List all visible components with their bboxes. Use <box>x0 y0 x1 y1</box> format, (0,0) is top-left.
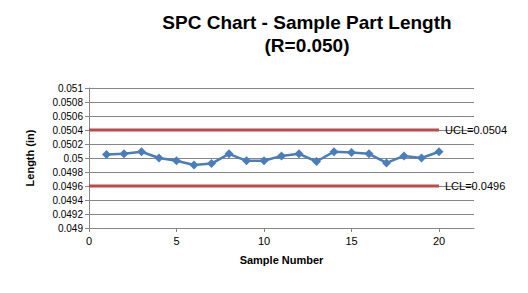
svg-text:0.049: 0.049 <box>58 223 83 234</box>
svg-text:0.0506: 0.0506 <box>52 111 83 122</box>
svg-text:Sample Number: Sample Number <box>240 254 324 266</box>
svg-text:5: 5 <box>173 235 179 247</box>
svg-text:20: 20 <box>433 235 445 247</box>
svg-text:Length (in): Length (in) <box>24 129 36 186</box>
svg-text:0.0508: 0.0508 <box>52 97 83 108</box>
svg-text:LCL=0.0496: LCL=0.0496 <box>445 180 505 192</box>
svg-text:0.0502: 0.0502 <box>52 139 83 150</box>
svg-text:(R=0.050): (R=0.050) <box>264 35 349 56</box>
svg-text:0.05: 0.05 <box>64 153 84 164</box>
svg-text:10: 10 <box>258 235 270 247</box>
svg-text:UCL=0.0504: UCL=0.0504 <box>445 124 507 136</box>
svg-text:0.0494: 0.0494 <box>52 195 83 206</box>
svg-text:15: 15 <box>345 235 357 247</box>
svg-text:0.0492: 0.0492 <box>52 209 83 220</box>
svg-text:0.0504: 0.0504 <box>52 125 83 136</box>
svg-text:0.0498: 0.0498 <box>52 167 83 178</box>
svg-text:0.0496: 0.0496 <box>52 181 83 192</box>
svg-text:0.051: 0.051 <box>58 83 83 94</box>
svg-text:SPC Chart - Sample Part Length: SPC Chart - Sample Part Length <box>162 12 451 33</box>
svg-text:0: 0 <box>86 235 92 247</box>
